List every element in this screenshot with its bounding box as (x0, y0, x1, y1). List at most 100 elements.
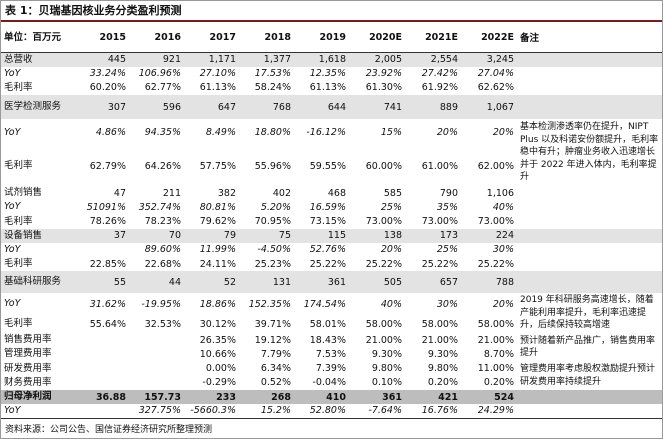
cell-value (129, 347, 184, 361)
cell-value: 9.80% (371, 363, 402, 375)
cell-value: 55 (75, 271, 129, 294)
cell-value: 1,618 (294, 52, 349, 67)
cell-value: 25.22% (309, 258, 346, 270)
table-row: 销售费用率 26.35% 19.12% 18.43% 21.00% 21.00% 21.00… (1, 333, 662, 358)
cell-value: 60.00% (365, 160, 402, 172)
cell-value: 421 (405, 389, 461, 405)
cell-value: 2,005 (349, 52, 405, 67)
cell-value: 52.76% (309, 244, 346, 256)
cell-value: 21.00% (365, 334, 402, 346)
cell-value: 57.75% (199, 160, 236, 172)
cell-value: 382 (217, 187, 236, 199)
cell-value: 585 (383, 187, 402, 199)
cell-value: 73.00% (477, 216, 514, 228)
row-label: 毛利率 (4, 215, 33, 227)
cell-value: 51091% (86, 201, 126, 213)
cell-value: 106.96% (138, 68, 181, 80)
cell-value: 30.12% (199, 318, 236, 330)
cell-value: 24.29% (461, 404, 517, 419)
cell-value: 11.99% (199, 244, 236, 256)
cell-value: -0.29% (202, 377, 236, 389)
row-label: YoY (1, 404, 75, 419)
cell-value: 9.80% (427, 363, 458, 375)
cell-value: 61.92% (421, 82, 458, 94)
cell-value (129, 362, 184, 376)
cell-value: 468 (327, 187, 346, 199)
cell-value: -19.95% (141, 298, 181, 310)
cell-value: 89.60% (144, 244, 181, 256)
row-label: 总营收 (1, 52, 75, 67)
row-label: 财务费用率 (4, 376, 52, 388)
table-row: 归母净利润 36.88 157.73 233 268 410 361 421 524 (1, 389, 662, 405)
table-row: 设备销售 37 70 79 75 115 138 173 224 (1, 228, 662, 243)
header-row: 单位：百万元 2015 2016 2017 2018 2019 2020E 2021E 202… (1, 22, 662, 53)
table-title: 表 1：贝瑞基因核业务分类盈利预测 (1, 1, 662, 22)
cell-value (75, 347, 129, 361)
row-label: 销售费用率 (4, 334, 52, 346)
cell-value: 58.01% (309, 318, 346, 330)
table-row: YoY 4.86% 94.35% 8.49% 18.80% -16.12% 15% 20% 20… (1, 119, 662, 182)
cell-value: 25.22% (421, 258, 458, 270)
cell-value: 27.04% (477, 68, 514, 80)
cell-value: 268 (239, 389, 294, 405)
cell-value: 1,106 (486, 187, 514, 199)
cell-value: 22.68% (144, 258, 181, 270)
cell-value: 62.79% (89, 160, 126, 172)
cell-value: 352.74% (138, 201, 181, 213)
table-row: 毛利率 55.64% 32.53% 30.12% 39.71% 58.01% 58.00% 5… (1, 315, 662, 333)
cell-value: 58.00% (421, 318, 458, 330)
cell-value: 16.76% (405, 404, 461, 419)
cell-value: 9.30% (371, 348, 402, 360)
cell-value: 0.20% (483, 377, 514, 389)
row-label: YoY (4, 201, 21, 213)
row-label: YoY (4, 243, 21, 255)
cell-value: 24.11% (199, 258, 236, 270)
note-blank (517, 200, 662, 214)
cell-value: 790 (439, 187, 458, 199)
cell-value: 131 (239, 271, 294, 294)
table-row: 毛利率 60.20% 62.77% 61.13% 58.24% 61.13% 61.30% 6… (1, 81, 662, 95)
cell-value: 40% (492, 201, 514, 213)
cell-value: 21.00% (477, 334, 514, 346)
cell-value: 6.34% (260, 363, 291, 375)
cell-value: -5660.3% (184, 404, 239, 419)
cell-value: 15.2% (239, 404, 294, 419)
row-label: 设备销售 (1, 228, 75, 243)
cell-value: 657 (405, 271, 461, 294)
column-header: 2019 (294, 22, 349, 53)
table-row: 毛利率 22.85% 22.68% 24.11% 25.23% 25.22% 25.22% 2… (1, 257, 662, 271)
note-blank (517, 95, 662, 120)
cell-value: 61.30% (365, 82, 402, 94)
cell-value: 505 (349, 271, 405, 294)
cell-value: 59.55% (309, 160, 346, 172)
table-row: 研发费用率 0.00% 6.34% 7.39% 9.80% 9.80% 11.00% 管理费用… (1, 362, 662, 387)
table-row: YoY 89.60% 11.99% -4.50% 52.76% 20% 25% 30% (1, 243, 662, 257)
note-blank (517, 404, 662, 419)
cell-value (129, 333, 184, 347)
cell-value: 8.70% (483, 348, 514, 360)
cell-value: 0.10% (371, 377, 402, 389)
cell-value: 37 (75, 228, 129, 243)
cell-value: 70 (129, 228, 184, 243)
cell-value: 644 (294, 95, 349, 120)
row-label: 毛利率 (4, 81, 33, 93)
cell-value: 64.26% (144, 160, 181, 172)
cell-value: 11.00% (477, 363, 514, 375)
cell-value: 3,245 (461, 52, 517, 67)
cell-value: 35% (436, 201, 458, 213)
cell-value: 0.20% (427, 377, 458, 389)
cell-value: 62.00% (477, 160, 514, 172)
table-row: 毛利率 62.79% 64.26% 57.75% 55.96% 59.55% 60.00% 6… (1, 146, 662, 186)
cell-value: 79 (184, 228, 239, 243)
cell-value: 174.54% (303, 298, 346, 310)
table-row: 总营收 445 921 1,171 1,377 1,618 2,005 2,554 3,245 (1, 52, 662, 67)
cell-value: 32.53% (144, 318, 181, 330)
cell-value: 361 (349, 389, 405, 405)
cell-value: 921 (129, 52, 184, 67)
cell-value: 152.35% (248, 298, 291, 310)
cell-value: 233 (184, 389, 239, 405)
cell-value: 19.12% (254, 334, 291, 346)
cell-value: 157.73 (129, 389, 184, 405)
row-label: 管理费用率 (4, 348, 52, 360)
cell-value: 15% (380, 127, 402, 139)
